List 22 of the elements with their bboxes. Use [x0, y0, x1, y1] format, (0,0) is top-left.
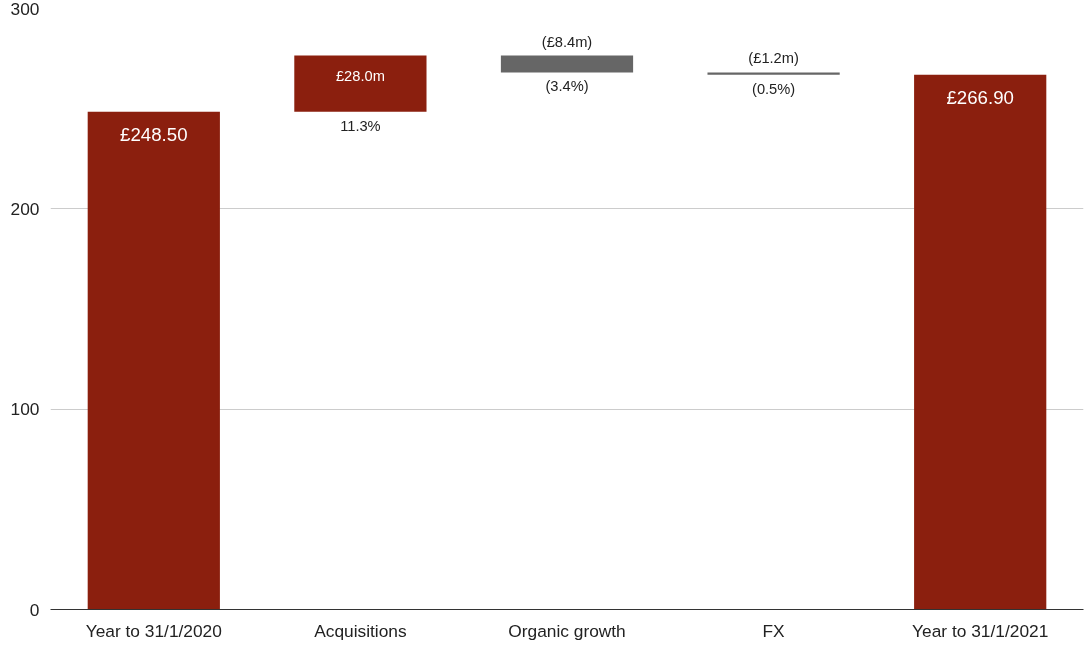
bar: [500, 55, 634, 73]
data-label: £28.0m: [335, 67, 385, 84]
x-tick-label: Acquisitions: [314, 620, 407, 641]
bar: [914, 74, 1047, 610]
data-label: (£1.2m): [748, 50, 799, 67]
y-tick-label: 100: [10, 399, 40, 420]
bar: [707, 72, 840, 75]
data-label: £266.90: [946, 86, 1014, 108]
data-label: (£8.4m): [541, 33, 593, 50]
x-tick-label: Year to 31/1/2020: [85, 620, 222, 641]
y-tick-label: 300: [10, 0, 40, 19]
x-tick-label: FX: [762, 620, 786, 641]
annotation: (0.5%): [752, 80, 796, 97]
annotation: 11.3%: [340, 117, 381, 134]
annotation: (3.4%): [545, 78, 589, 95]
y-tick-label: 0: [29, 599, 40, 620]
bar: [294, 55, 427, 112]
y-tick-label: 200: [10, 198, 40, 219]
x-tick-label: Organic growth: [508, 620, 626, 641]
bar: [87, 111, 220, 610]
x-tick-label: Year to 31/1/2021: [912, 620, 1049, 641]
data-label: £248.50: [120, 123, 188, 145]
